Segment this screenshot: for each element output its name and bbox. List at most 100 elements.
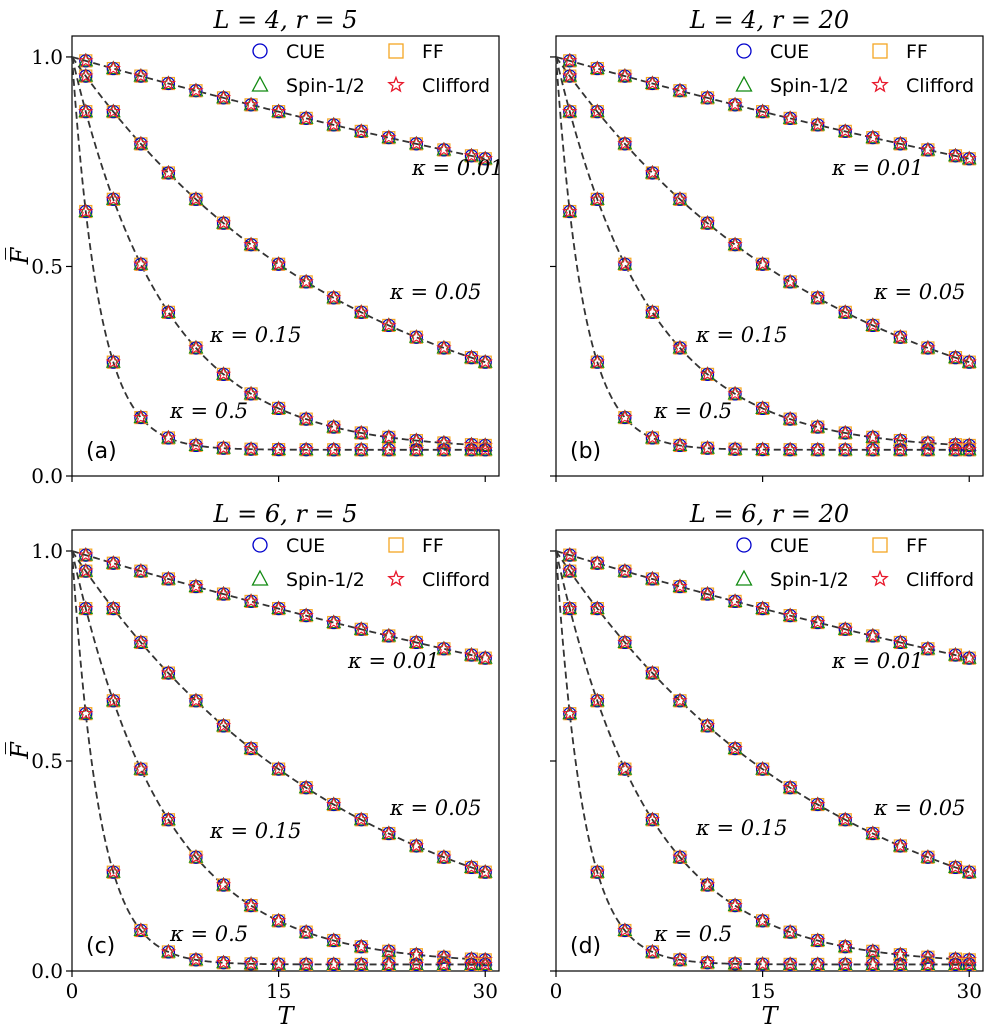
marker-clifford-star <box>562 600 578 616</box>
marker-spin-triangle <box>865 825 881 840</box>
legend-marker-cue-circle <box>736 537 752 553</box>
marker-spin-triangle <box>133 135 149 150</box>
marker-clifford-star <box>589 555 605 570</box>
marker-spin-triangle <box>837 621 853 635</box>
marker-clifford-star <box>672 191 688 206</box>
marker-clifford-star <box>892 135 908 151</box>
marker-spin-triangle <box>892 956 908 970</box>
marker-clifford-star <box>477 150 493 166</box>
fit-curve-dashed <box>555 56 970 364</box>
legend-marker-cue-circle <box>252 43 268 59</box>
marker-spin-triangle <box>477 956 493 970</box>
marker-clifford-star <box>477 956 493 971</box>
marker-spin-triangle <box>243 96 259 111</box>
marker-spin-triangle <box>105 692 121 707</box>
marker-clifford-star <box>672 692 688 708</box>
marker-clifford-star <box>644 304 661 319</box>
marker-clifford-star <box>133 135 149 151</box>
marker-clifford-star <box>589 60 605 76</box>
marker-spin-triangle <box>727 236 743 251</box>
marker-spin-triangle <box>961 441 977 456</box>
marker-clifford-star <box>617 761 633 776</box>
marker-clifford-star <box>617 634 633 649</box>
marker-clifford-star <box>436 956 452 971</box>
legend-marker-clifford-star <box>871 569 889 587</box>
marker-clifford-star <box>381 943 397 958</box>
marker-clifford-star <box>188 191 204 206</box>
marker-clifford-star <box>105 692 121 708</box>
marker-clifford-star <box>381 441 397 457</box>
marker-clifford-star <box>436 339 452 355</box>
marker-clifford-star <box>754 600 771 616</box>
marker-clifford-star <box>160 665 177 680</box>
marker-clifford-star <box>243 955 259 971</box>
fit-curve-dashed <box>71 550 486 660</box>
marker-spin-triangle <box>326 614 342 629</box>
marker-spin-triangle <box>837 123 853 137</box>
marker-clifford-star <box>754 761 771 776</box>
marker-clifford-star <box>644 665 661 680</box>
marker-spin-triangle <box>477 864 493 878</box>
marker-clifford-star <box>920 441 936 457</box>
marker-spin-triangle <box>326 441 342 456</box>
panel-label: (a) <box>86 439 117 464</box>
marker-clifford-star <box>477 864 493 879</box>
marker-spin-triangle <box>326 956 342 970</box>
marker-clifford-star <box>105 191 121 206</box>
marker-clifford-star <box>477 650 493 665</box>
marker-clifford-star <box>463 349 480 365</box>
marker-clifford-star <box>810 419 826 434</box>
marker-clifford-star <box>270 256 287 271</box>
marker-spin-triangle <box>617 135 633 150</box>
legend-label: FF <box>906 41 928 63</box>
marker-spin-triangle <box>644 811 660 826</box>
marker-spin-triangle <box>160 811 176 826</box>
marker-clifford-star <box>782 110 798 125</box>
marker-clifford-star <box>617 68 633 83</box>
marker-spin-triangle <box>133 922 149 937</box>
axes-frame <box>555 529 984 972</box>
fit-curve-dashed <box>71 56 486 451</box>
panel-title: L = 4, r = 5 <box>213 6 358 34</box>
legend-marker-ff-square <box>388 43 404 59</box>
marker-spin-triangle <box>408 329 424 343</box>
marker-clifford-star <box>243 385 259 401</box>
curve-kappa-0_01: κ = 0.01 <box>71 546 493 673</box>
marker-clifford-star <box>78 52 94 68</box>
marker-clifford-star <box>961 150 977 166</box>
marker-spin-triangle <box>672 578 688 593</box>
marker-spin-triangle <box>353 424 369 439</box>
marker-spin-triangle <box>464 349 479 364</box>
kappa-annotation: κ = 0.15 <box>695 816 787 840</box>
marker-clifford-star <box>160 811 177 827</box>
kappa-annotation: κ = 0.05 <box>873 796 965 820</box>
marker-spin-triangle <box>381 317 397 331</box>
x-tick-label: 15 <box>266 979 291 1003</box>
marker-clifford-star <box>463 441 480 457</box>
marker-spin-triangle <box>617 634 633 649</box>
marker-clifford-star <box>782 607 798 623</box>
marker-spin-triangle <box>78 52 94 67</box>
marker-spin-triangle <box>133 563 149 577</box>
marker-spin-triangle <box>700 876 715 891</box>
panel-b: L = 4, r = 20 κ = 0.01 κ = 0.05 κ = 0.15 κ =… <box>550 6 984 482</box>
marker-spin-triangle <box>727 441 743 455</box>
fit-curve-dashed <box>71 550 486 961</box>
marker-spin-triangle <box>243 955 259 970</box>
marker-clifford-star <box>947 147 964 163</box>
curve-kappa-0_05: κ = 0.05 <box>555 550 977 879</box>
marker-spin-triangle <box>78 705 94 720</box>
marker-clifford-star <box>298 924 314 939</box>
marker-spin-triangle <box>920 441 936 456</box>
x-tick-label: 15 <box>750 979 775 1003</box>
marker-spin-triangle <box>160 304 176 318</box>
marker-clifford-star <box>463 647 480 662</box>
marker-spin-triangle <box>920 949 936 963</box>
marker-clifford-star <box>326 932 342 948</box>
marker-spin-triangle <box>948 147 963 162</box>
legend: CUE FF Spin-1/2 Clifford <box>735 41 974 97</box>
marker-spin-triangle <box>948 441 963 456</box>
marker-spin-triangle <box>436 640 452 655</box>
marker-clifford-star <box>160 304 177 319</box>
